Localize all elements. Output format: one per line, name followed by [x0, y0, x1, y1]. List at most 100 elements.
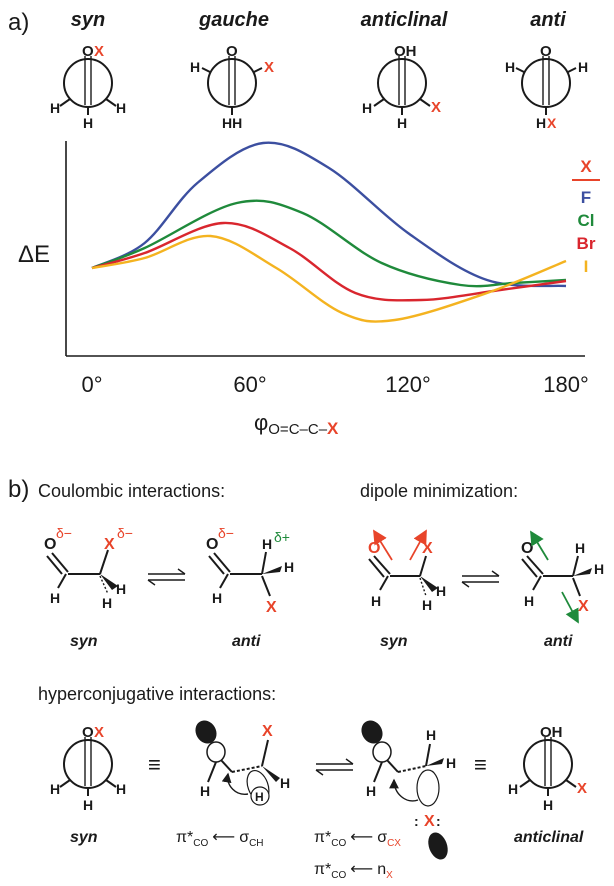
svg-text:X: X — [262, 723, 273, 740]
svg-text:O: O — [368, 540, 380, 557]
svg-text:H: H — [50, 781, 60, 797]
newman-gauche: O H X HH — [190, 43, 274, 131]
label-anticlinal-hyper: anticlinal — [514, 829, 584, 846]
svg-text:X: X — [94, 724, 104, 741]
svg-text:H: H — [575, 540, 585, 556]
panel-a-label: a) — [8, 9, 29, 36]
svg-text:H: H — [508, 781, 518, 797]
equilibrium-arrows-2 — [461, 570, 500, 588]
coulombic-anti-structure: O δ− H H δ+ H X — [206, 525, 294, 616]
svg-text:H: H — [524, 593, 534, 609]
svg-text:δ−: δ− — [56, 525, 72, 541]
legend-entry-f: F — [581, 188, 591, 207]
svg-text:O: O — [540, 43, 552, 60]
series-line-i — [91, 234, 567, 323]
svg-text:H: H — [200, 783, 210, 799]
newman-syn-hyper: O X H H H — [50, 724, 126, 813]
svg-text:X: X — [266, 599, 277, 616]
svg-text:X: X — [264, 59, 274, 76]
svg-text:O: O — [226, 43, 238, 60]
svg-text:X: X — [424, 813, 435, 830]
svg-text:H: H — [255, 790, 264, 804]
svg-text:δ+: δ+ — [274, 529, 290, 545]
x-axis-label: φO=C–C–X — [254, 410, 339, 438]
svg-text:H: H — [102, 595, 112, 611]
x-tick-label: 120° — [385, 372, 431, 397]
series-line-br — [91, 221, 567, 302]
series-line-f — [91, 141, 567, 288]
x-tick-label: 0° — [81, 372, 102, 397]
svg-text:H: H — [50, 100, 60, 116]
svg-text:H: H — [284, 559, 294, 575]
label-syn-1: syn — [70, 633, 98, 650]
energy-plot: ΔE 0° 60° 120° 180° φO=C–C–X XF Cl Br I — [18, 141, 600, 438]
label-anti-1: anti — [232, 633, 261, 650]
svg-text:X: X — [578, 598, 589, 615]
svg-text:O: O — [82, 43, 94, 60]
energy-curves — [91, 141, 567, 323]
svg-text:H: H — [578, 59, 588, 75]
legend-entry-cl: Cl — [578, 211, 595, 230]
svg-text:OH: OH — [394, 43, 417, 60]
svg-text:O: O — [82, 724, 94, 741]
svg-text:H: H — [371, 593, 381, 609]
svg-text:X: X — [547, 115, 557, 131]
svg-text:H: H — [362, 100, 372, 116]
svg-text:X: X — [422, 540, 433, 557]
dipole-title: dipole minimization: — [360, 481, 518, 501]
svg-text:H: H — [422, 597, 432, 613]
panel-b-label: b) — [8, 476, 29, 503]
conformer-name-anti: anti — [530, 9, 566, 31]
x-tick-labels: 0° 60° 120° 180° — [81, 372, 588, 397]
svg-text:X: X — [577, 780, 587, 797]
svg-text:O: O — [521, 540, 533, 557]
newman-anticlinal-hyper: OH H X H — [508, 724, 587, 813]
newman-anti: O H H H X — [505, 43, 588, 131]
svg-text:O: O — [206, 536, 218, 553]
orbital-structure-1: H X H H — [195, 720, 290, 806]
equivalence-2: ≡ — [474, 752, 487, 777]
svg-text:OH: OH — [540, 724, 563, 741]
svg-text:H: H — [594, 561, 604, 577]
orbital-structure-2: H H H X : : — [361, 720, 456, 860]
equivalence-1: ≡ — [148, 752, 161, 777]
svg-text:H: H — [436, 583, 446, 599]
svg-text:HH: HH — [222, 115, 242, 131]
svg-text:H: H — [116, 100, 126, 116]
svg-text:H: H — [83, 797, 93, 813]
svg-text:H: H — [366, 783, 376, 799]
coulombic-title: Coulombic interactions: — [38, 481, 225, 501]
svg-text:H: H — [280, 775, 290, 791]
svg-text:H: H — [116, 781, 126, 797]
equilibrium-arrows-3 — [315, 758, 354, 776]
svg-text:H: H — [543, 797, 553, 813]
x-tick-label: 180° — [543, 372, 589, 397]
conformer-name-syn: syn — [71, 9, 105, 31]
interaction-pi-sigma-ch: π*CO ⟵ σCH — [176, 829, 264, 849]
newman-anticlinal: OH H X H — [362, 43, 441, 131]
series-line-cl — [91, 199, 567, 288]
conformer-name-anticlinal: anticlinal — [361, 9, 448, 31]
svg-text:X: X — [431, 99, 441, 116]
dipole-syn-structure: O H X H H — [368, 529, 446, 613]
svg-text:H: H — [397, 115, 407, 131]
svg-text:H: H — [83, 115, 93, 131]
svg-text::: : — [414, 813, 419, 829]
svg-text:H: H — [536, 115, 546, 131]
substituent-x: X — [94, 43, 104, 60]
svg-text:H: H — [212, 590, 222, 606]
newman-syn: O X H H H — [50, 43, 126, 131]
interaction-pi-n-x: π*CO ⟵ nX — [314, 861, 393, 881]
dipole-anti-structure: O H H H X — [521, 530, 604, 624]
svg-text:H: H — [426, 727, 436, 743]
svg-text:δ−: δ− — [117, 525, 133, 541]
svg-text:X: X — [104, 536, 115, 553]
label-syn-3: syn — [70, 829, 98, 846]
svg-text:δ−: δ− — [218, 525, 234, 541]
x-tick-label: 60° — [233, 372, 266, 397]
label-anti-2: anti — [544, 633, 573, 650]
svg-text:H: H — [190, 59, 200, 75]
legend-entry-br: Br — [577, 234, 596, 253]
legend-entry-i: I — [584, 257, 589, 276]
